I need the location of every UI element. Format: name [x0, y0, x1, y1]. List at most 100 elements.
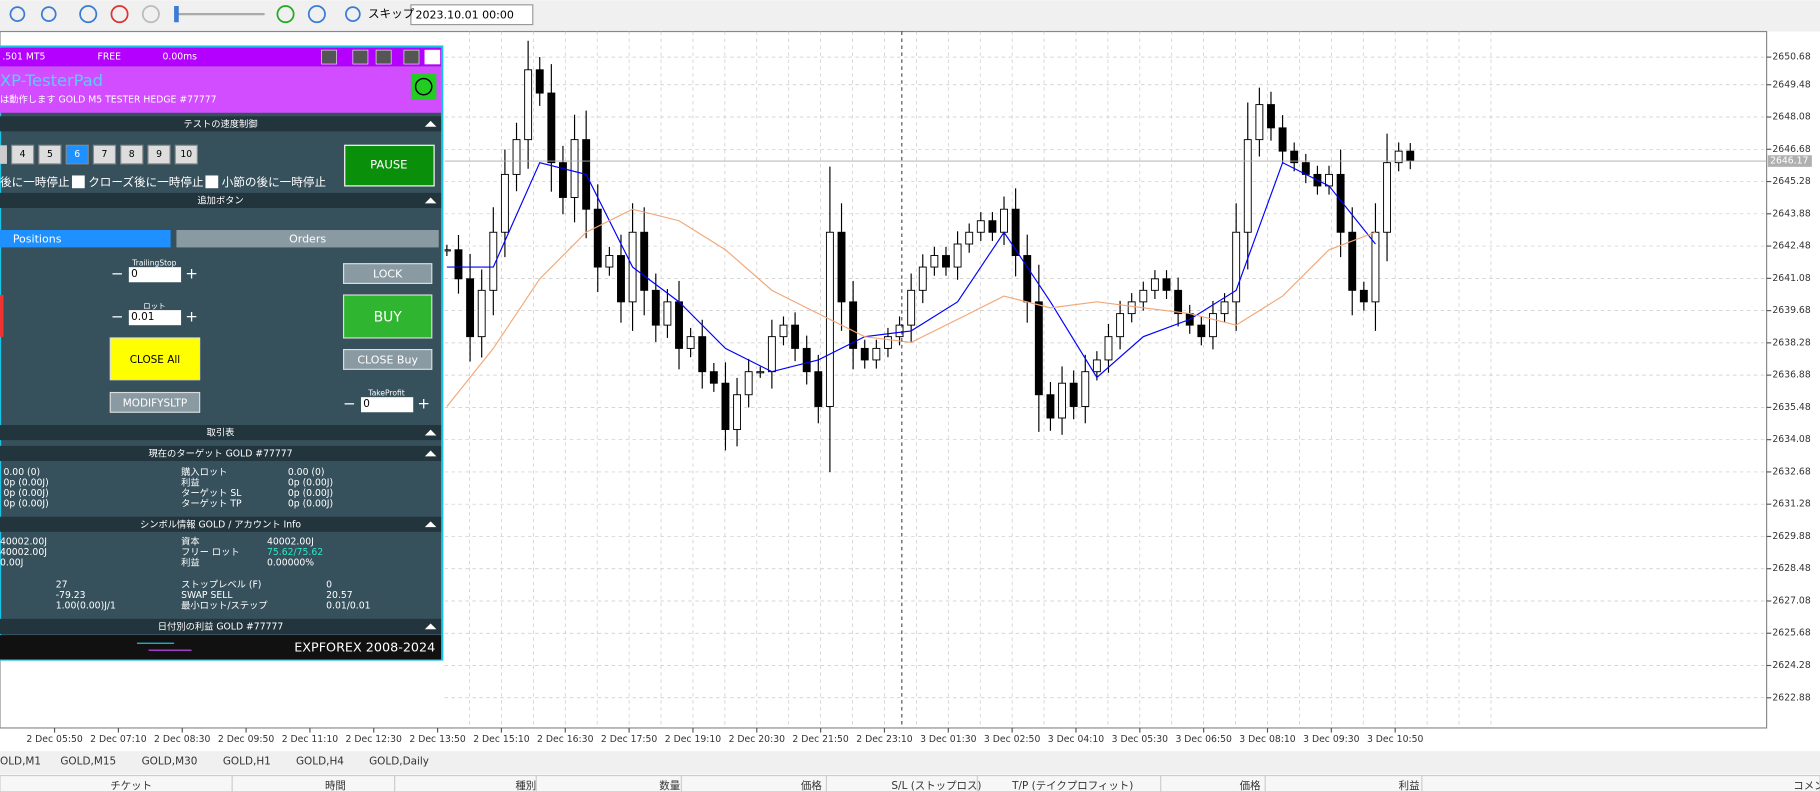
- candle: [895, 324, 904, 338]
- column-header[interactable]: コメント: [1793, 780, 1820, 792]
- plus: +: [185, 265, 198, 283]
- column-header[interactable]: T/P (テイクプロフィット): [1011, 780, 1133, 792]
- speed-button-label[interactable]: 9: [156, 149, 162, 160]
- column-header[interactable]: 利益: [1399, 779, 1420, 792]
- label: 20.57: [326, 590, 353, 601]
- tab-label[interactable]: Orders: [289, 232, 326, 245]
- column-header[interactable]: 数量: [659, 779, 680, 792]
- speed-button-label[interactable]: 10: [180, 149, 192, 160]
- y-tick-label: 2636.88: [1772, 370, 1810, 381]
- candle: [489, 231, 498, 291]
- y-tick-label: 2629.88: [1772, 531, 1810, 542]
- candle: [500, 173, 509, 233]
- candle: [1174, 289, 1183, 315]
- skip-label[interactable]: スキップ: [368, 7, 415, 21]
- checkbox-label[interactable]: 後に一時停止: [0, 175, 70, 189]
- label: 利益: [181, 557, 200, 569]
- label: ターゲット TP: [181, 497, 242, 509]
- x-tick-label: 3 Dec 02:50: [984, 734, 1041, 745]
- label: .501 MT5: [2, 52, 45, 63]
- button: [109, 391, 201, 413]
- column-header[interactable]: 時間: [325, 780, 346, 792]
- timeframe-tab[interactable]: GOLD,Daily: [369, 756, 429, 768]
- candle: [1232, 231, 1241, 303]
- label: 0.01/0.01: [326, 601, 370, 612]
- button-label[interactable]: MODIFYSLTP: [123, 398, 187, 410]
- x-tick-label: 3 Dec 08:10: [1239, 734, 1296, 745]
- label: 0p (0.00J): [288, 488, 333, 499]
- button: [109, 337, 201, 381]
- speed-button-label[interactable]: 8: [129, 149, 135, 160]
- section-bar: [0, 618, 442, 634]
- candle: [1092, 359, 1101, 373]
- button-label[interactable]: CLOSE Buy: [357, 354, 418, 367]
- timeframe-tab[interactable]: GOLD,H4: [296, 756, 344, 768]
- checkbox-label[interactable]: クローズ後に一時停止: [88, 175, 203, 189]
- y-tick-label: 2627.08: [1772, 595, 1810, 606]
- label: 0p (0.00J): [288, 498, 333, 509]
- speed-button: [38, 144, 62, 165]
- column-header[interactable]: S/L (ストップロス): [891, 780, 981, 792]
- checkbox: [71, 175, 85, 189]
- column-header[interactable]: 価格: [1240, 779, 1261, 792]
- button-label[interactable]: BUY: [374, 310, 403, 326]
- candle: [1011, 208, 1020, 257]
- timeframe-tab[interactable]: GOLD,M30: [142, 756, 198, 768]
- timeframe-tab[interactable]: GOLD,H1: [223, 756, 271, 768]
- timeframe-tab[interactable]: OLD,M1: [0, 756, 41, 768]
- speed-button-label[interactable]: 6: [74, 149, 80, 160]
- candle: [872, 347, 881, 361]
- pause-button-label[interactable]: PAUSE: [370, 158, 407, 172]
- x-tick-label: 2 Dec 13:50: [409, 734, 466, 745]
- minus: −: [343, 395, 356, 413]
- label: シンボル情報 GOLD / アカウント Info: [140, 518, 301, 530]
- speed-button: [11, 144, 35, 165]
- date-input[interactable]: 2023.10.01 00:00: [416, 8, 514, 21]
- label: 40002.00J: [0, 537, 47, 548]
- column-header[interactable]: 価格: [801, 779, 822, 792]
- candle: [721, 382, 730, 430]
- minus: −: [111, 265, 124, 283]
- candle: [791, 324, 800, 349]
- tab-label[interactable]: Positions: [13, 232, 62, 245]
- candle: [1406, 150, 1415, 162]
- y-tick-label: 2625.68: [1772, 628, 1810, 639]
- input-value[interactable]: 0.01: [131, 311, 154, 323]
- candle: [988, 220, 997, 233]
- candle: [675, 301, 683, 349]
- input-value[interactable]: 0: [363, 398, 370, 410]
- section-bar: [0, 445, 442, 461]
- label: 追加ボタン: [197, 195, 243, 207]
- tab-orders: [176, 230, 439, 248]
- section-bar: [0, 425, 442, 441]
- candle: [1243, 139, 1252, 233]
- button-label[interactable]: LOCK: [373, 268, 403, 281]
- candle: [1348, 231, 1357, 291]
- speed-button: [174, 144, 198, 165]
- candle: [605, 255, 614, 268]
- panel-header: [0, 47, 442, 67]
- input-value[interactable]: 0: [131, 268, 138, 280]
- label: ターゲット SL: [181, 487, 242, 499]
- column-header[interactable]: チケット: [110, 780, 152, 792]
- speed-button-label[interactable]: 4: [20, 149, 26, 160]
- speed-button-label[interactable]: 5: [47, 149, 53, 160]
- candle: [663, 301, 672, 326]
- arrow: [424, 120, 437, 127]
- candle: [1069, 382, 1078, 407]
- x-tick-label: 3 Dec 10:50: [1367, 734, 1424, 745]
- checkbox: [205, 175, 219, 189]
- arrow: [424, 450, 437, 457]
- candle: [779, 324, 788, 338]
- candle: [918, 266, 927, 291]
- y-tick-label: 2634.08: [1772, 434, 1810, 445]
- y-tick-label: 2632.68: [1772, 466, 1810, 477]
- candle: [1255, 104, 1264, 141]
- button-label[interactable]: CLOSE All: [130, 354, 180, 366]
- candle: [884, 336, 892, 349]
- candle: [1162, 278, 1171, 291]
- timeframe-tab[interactable]: GOLD,M15: [60, 756, 116, 768]
- speed-button-label[interactable]: 7: [102, 149, 108, 160]
- checkbox-label[interactable]: 小節の後に一時停止: [222, 175, 326, 189]
- column-header[interactable]: 種別: [515, 779, 536, 792]
